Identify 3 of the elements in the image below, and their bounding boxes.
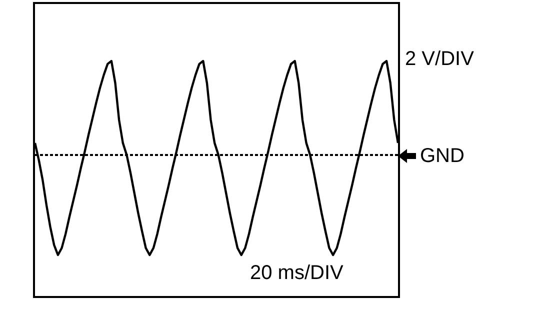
text: 20 ms/DIV	[250, 262, 344, 285]
text: 2 V/DIV	[405, 48, 474, 71]
ref-line-label: GND	[420, 145, 464, 168]
